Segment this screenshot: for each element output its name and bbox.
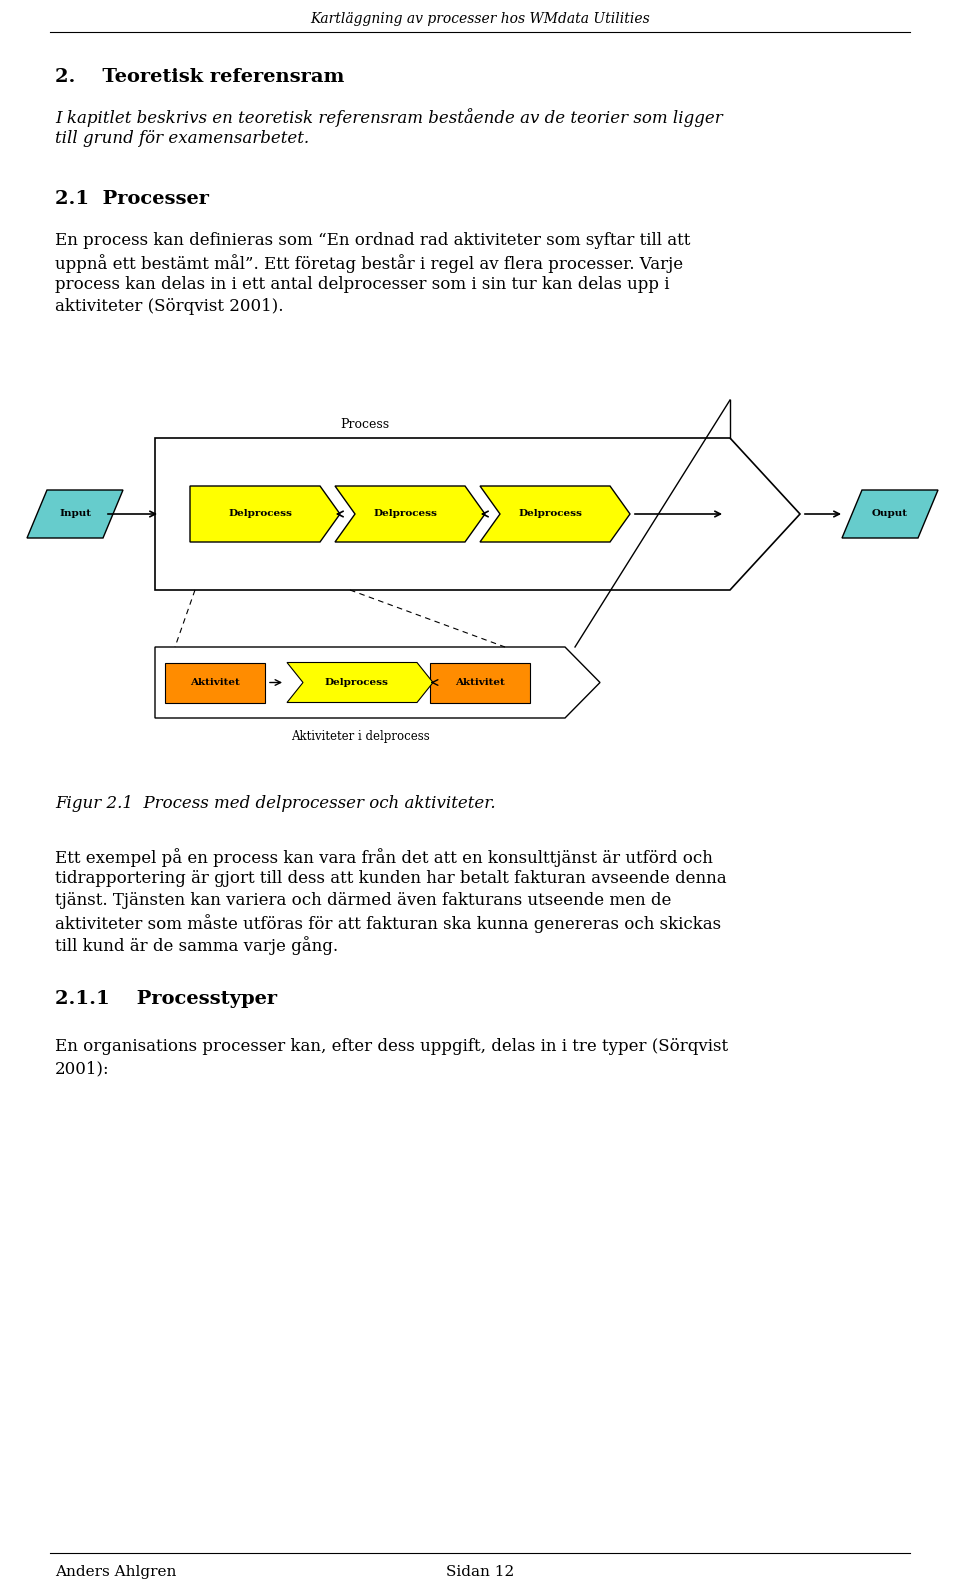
Polygon shape [335,487,485,542]
Polygon shape [480,487,630,542]
Text: aktiviteter (Sörqvist 2001).: aktiviteter (Sörqvist 2001). [55,298,283,315]
Text: Delprocess: Delprocess [373,509,437,518]
Text: Input: Input [59,509,91,518]
Text: Ett exempel på en process kan vara från det att en konsulttjänst är utförd och: Ett exempel på en process kan vara från … [55,848,713,867]
Text: Kartläggning av processer hos WMdata Utilities: Kartläggning av processer hos WMdata Uti… [310,13,650,25]
Text: En process kan definieras som “En ordnad rad aktiviteter som syftar till att: En process kan definieras som “En ordnad… [55,231,690,249]
Text: Sidan 12: Sidan 12 [445,1564,515,1579]
Text: till grund för examensarbetet.: till grund för examensarbetet. [55,130,309,147]
Text: 2.    Teoretisk referensram: 2. Teoretisk referensram [55,68,345,86]
Text: uppnå ett bestämt mål”. Ett företag består i regel av flera processer. Varje: uppnå ett bestämt mål”. Ett företag best… [55,254,684,273]
Text: process kan delas in i ett antal delprocesser som i sin tur kan delas upp i: process kan delas in i ett antal delproc… [55,276,669,293]
Text: Aktivitet: Aktivitet [190,678,240,686]
Text: I kapitlet beskrivs en teoretisk referensram bestående av de teorier som ligger: I kapitlet beskrivs en teoretisk referen… [55,108,723,127]
Text: Ouput: Ouput [872,509,908,518]
Text: 2.1.1    Processtyper: 2.1.1 Processtyper [55,991,277,1008]
Polygon shape [165,663,265,702]
Text: Aktiviteter i delprocess: Aktiviteter i delprocess [291,731,429,743]
Text: Delprocess: Delprocess [228,509,292,518]
Text: 2.1  Processer: 2.1 Processer [55,190,209,208]
Text: Process: Process [340,418,389,431]
Text: Anders Ahlgren: Anders Ahlgren [55,1564,177,1579]
Polygon shape [430,663,530,702]
Polygon shape [842,490,938,537]
Text: aktiviteter som måste utföras för att fakturan ska kunna genereras och skickas: aktiviteter som måste utföras för att fa… [55,915,721,934]
Text: 2001):: 2001): [55,1060,109,1076]
Text: tjänst. Tjänsten kan variera och därmed även fakturans utseende men de: tjänst. Tjänsten kan variera och därmed … [55,892,671,910]
Text: tidrapportering är gjort till dess att kunden har betalt fakturan avseende denna: tidrapportering är gjort till dess att k… [55,870,727,888]
Polygon shape [287,663,433,702]
Text: En organisations processer kan, efter dess uppgift, delas in i tre typer (Sörqvi: En organisations processer kan, efter de… [55,1038,728,1056]
Polygon shape [27,490,123,537]
Text: Figur 2.1  Process med delprocesser och aktiviteter.: Figur 2.1 Process med delprocesser och a… [55,796,495,812]
Polygon shape [190,487,340,542]
Text: Aktivitet: Aktivitet [455,678,505,686]
Text: Delprocess: Delprocess [518,509,582,518]
Text: Delprocess: Delprocess [324,678,388,686]
Text: till kund är de samma varje gång.: till kund är de samma varje gång. [55,937,338,954]
